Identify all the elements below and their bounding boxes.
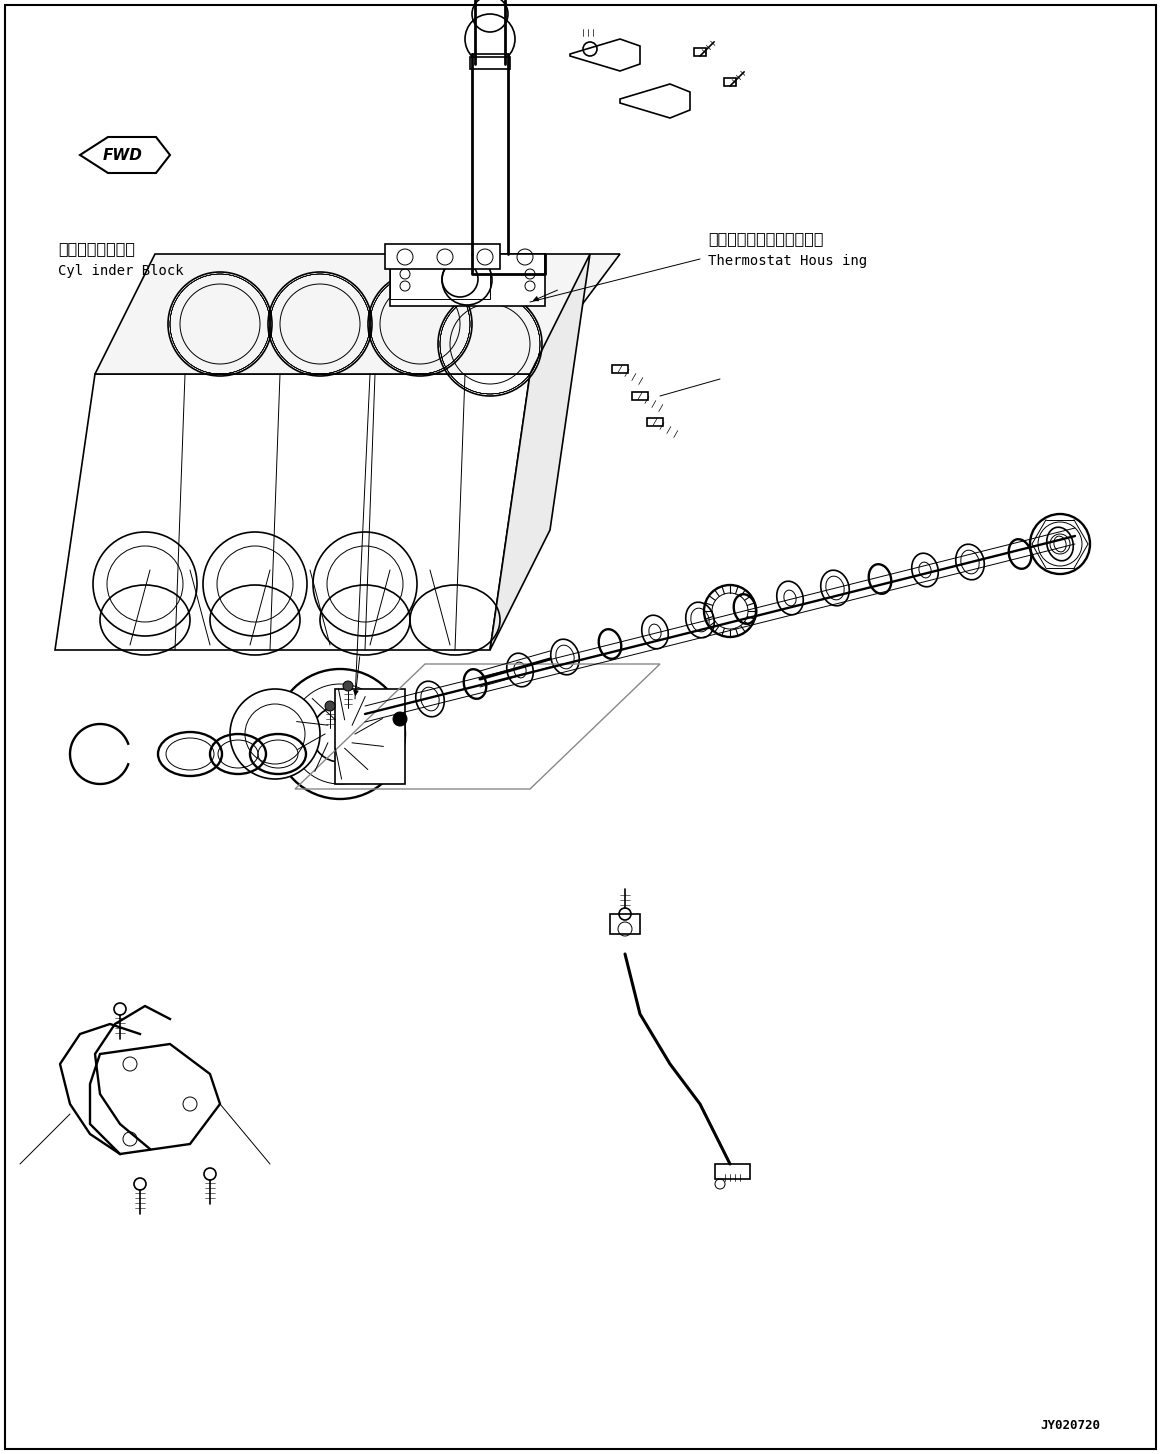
Polygon shape: [490, 254, 590, 650]
Text: シリンダブロック: シリンダブロック: [58, 241, 135, 256]
Polygon shape: [91, 1044, 219, 1154]
Circle shape: [204, 1168, 216, 1181]
Bar: [724, 79, 736, 86]
Polygon shape: [95, 254, 620, 374]
Bar: [612, 365, 628, 374]
Text: Thermostat Hous ing: Thermostat Hous ing: [708, 254, 867, 268]
Text: FWD: FWD: [103, 147, 143, 163]
Bar: [715, 1165, 750, 1179]
Bar: [610, 915, 640, 933]
Polygon shape: [390, 254, 545, 305]
Circle shape: [114, 1003, 127, 1015]
Text: サーモスタットハウジング: サーモスタットハウジング: [708, 231, 823, 247]
Bar: [390, 259, 490, 300]
Circle shape: [342, 680, 353, 691]
Text: Cyl inder Block: Cyl inder Block: [58, 265, 183, 278]
Polygon shape: [55, 374, 531, 650]
Circle shape: [394, 712, 408, 726]
Polygon shape: [570, 39, 640, 71]
Bar: [336, 689, 405, 784]
Circle shape: [275, 669, 405, 800]
Bar: [694, 48, 706, 57]
Polygon shape: [620, 84, 690, 118]
Bar: [647, 417, 663, 426]
Bar: [470, 57, 510, 68]
Circle shape: [134, 1178, 146, 1189]
Bar: [385, 244, 500, 269]
Text: JY020720: JY020720: [1040, 1419, 1099, 1432]
Circle shape: [325, 701, 336, 711]
Circle shape: [230, 689, 320, 779]
Bar: [632, 393, 648, 400]
